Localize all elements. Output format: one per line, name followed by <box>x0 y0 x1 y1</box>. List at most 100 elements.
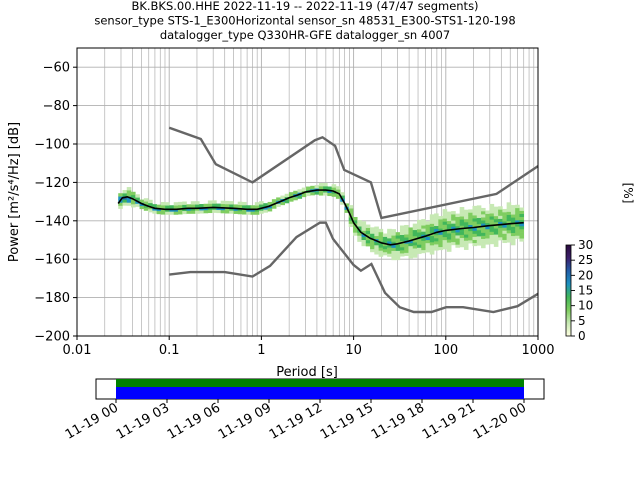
psd-bin <box>434 238 439 242</box>
psd-bin <box>288 198 294 202</box>
psd-bin <box>374 232 379 237</box>
psd-bin <box>472 242 478 247</box>
psd-bin <box>519 232 525 236</box>
colorbar-tick-label: 5 <box>578 314 586 328</box>
psd-bin <box>446 233 452 237</box>
psd-bin <box>417 232 422 236</box>
psd-bin <box>190 201 196 205</box>
psd-bin <box>519 219 525 224</box>
psd-bin <box>485 228 490 233</box>
psd-bin <box>498 215 503 219</box>
psd-bin <box>506 205 512 209</box>
psd-bin <box>459 213 465 217</box>
title-line-2: sensor_type STS-1_E300Horizontal sensor_… <box>94 14 515 28</box>
psd-bin <box>335 195 341 199</box>
psd-bin <box>476 220 482 225</box>
psd-bin <box>212 209 217 213</box>
psd-bin <box>485 213 490 217</box>
psd-bin <box>276 203 281 207</box>
psd-bin <box>459 225 465 229</box>
psd-bin <box>254 205 260 209</box>
psd-bin <box>237 204 243 209</box>
psd-bin <box>510 220 516 224</box>
psd-bin <box>463 243 469 247</box>
psd-bin <box>408 255 414 259</box>
psd-bin <box>434 213 439 217</box>
psd-bin <box>498 230 503 235</box>
psd-bin <box>502 239 507 244</box>
psd-bin <box>404 234 409 238</box>
psd-bin <box>434 231 439 236</box>
colorbar-tick-label: 20 <box>578 268 593 282</box>
psd-bin <box>421 225 426 229</box>
psd-bin <box>506 217 512 222</box>
psd-bin <box>446 242 452 246</box>
psd-bin <box>485 219 490 224</box>
psd-bin <box>476 236 482 240</box>
psd-bin <box>429 226 435 230</box>
psd-bin <box>442 215 448 219</box>
psd-bin <box>468 212 473 216</box>
psd-bin <box>404 243 409 247</box>
psd-bin <box>429 229 435 234</box>
psd-bin <box>463 212 469 217</box>
psd-bin <box>131 204 136 208</box>
psd-bin <box>442 242 448 247</box>
psd-bin <box>498 227 503 232</box>
psd-bin <box>361 233 367 237</box>
psd-bin <box>438 228 443 232</box>
psd-bin <box>481 238 486 243</box>
psd-bin <box>331 193 337 197</box>
psd-bin <box>382 245 388 250</box>
psd-bin <box>344 203 350 207</box>
psd-bin <box>442 209 448 213</box>
psd-bin <box>361 227 367 231</box>
psd-bin <box>412 226 418 231</box>
psd-bin <box>485 235 490 239</box>
psd-bin <box>421 240 426 244</box>
psd-bin <box>365 233 371 238</box>
psd-bin <box>404 224 409 229</box>
psd-bin <box>224 203 230 208</box>
psd-bin <box>506 233 512 237</box>
psd-bin <box>459 219 465 223</box>
psd-bin <box>489 207 495 211</box>
psd-bin <box>429 217 435 221</box>
psd-bin <box>323 192 328 196</box>
psd-bin <box>468 233 473 238</box>
psd-bin <box>451 217 456 221</box>
psd-bin <box>506 226 512 231</box>
psd-bin <box>463 237 469 241</box>
psd-bin <box>387 241 392 245</box>
psd-bin <box>160 201 166 206</box>
psd-bin <box>463 240 469 244</box>
psd-bin <box>451 211 456 215</box>
psd-bin <box>382 233 388 237</box>
colorbar-tick-label: 30 <box>578 238 593 252</box>
psd-bin <box>446 248 452 252</box>
x-tick-label: 10 <box>345 343 362 358</box>
psd-bin <box>493 218 499 223</box>
psd-bin <box>515 220 520 224</box>
psd-bin <box>519 216 525 221</box>
psd-bin <box>493 237 499 241</box>
psd-bin <box>421 228 426 232</box>
psd-bin <box>515 229 520 233</box>
psd-bin <box>417 250 422 254</box>
psd-bin <box>425 221 431 225</box>
psd-bin <box>224 210 230 214</box>
psd-bin <box>352 232 358 236</box>
psd-bin <box>387 253 392 257</box>
psd-bin <box>446 223 452 228</box>
psd-bin <box>412 254 418 258</box>
psd-bin <box>425 224 431 228</box>
psd-bin <box>442 212 448 216</box>
psd-bin <box>425 249 431 253</box>
psd-bin <box>493 234 499 238</box>
psd-bin <box>165 202 170 206</box>
psd-bin <box>442 227 448 231</box>
psd-bin <box>434 234 439 239</box>
psd-bin <box>451 214 456 218</box>
